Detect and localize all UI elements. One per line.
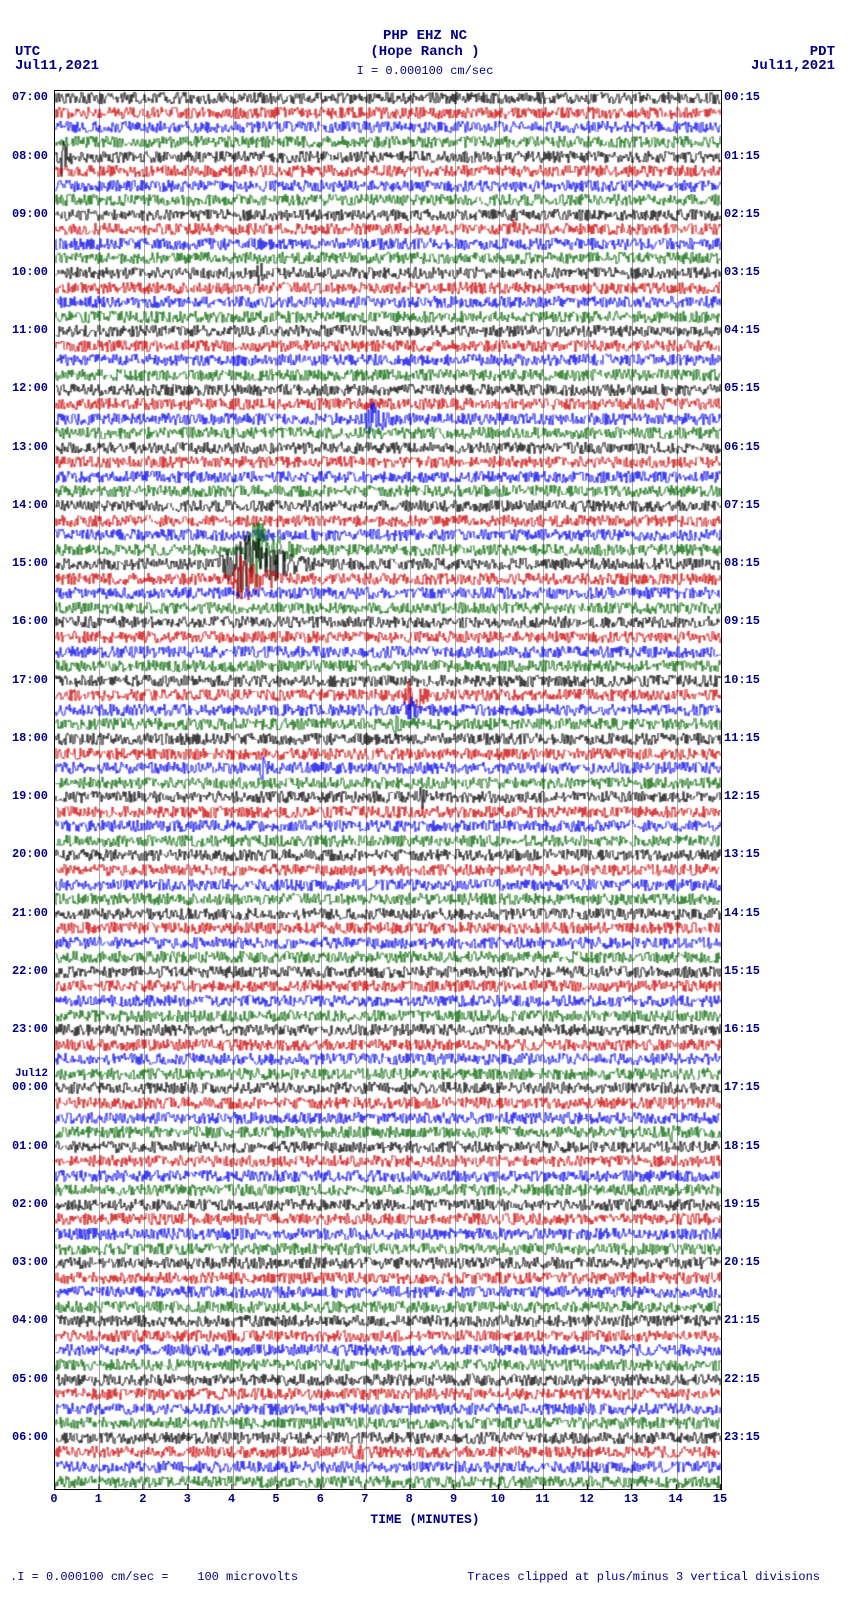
- utc-time-label: 13:00: [12, 440, 48, 454]
- pdt-time-label: 08:15: [724, 556, 760, 570]
- utc-time-label: 17:00: [12, 673, 48, 687]
- utc-time-label: 00:00: [12, 1080, 48, 1094]
- utc-time-label: 11:00: [12, 323, 48, 337]
- x-tick: 7: [361, 1492, 368, 1506]
- pdt-time-label: 02:15: [724, 207, 760, 221]
- pdt-time-label: 05:15: [724, 381, 760, 395]
- midnight-date-label: Jul12: [15, 1068, 48, 1080]
- pdt-time-label: 23:15: [724, 1430, 760, 1444]
- utc-time-label: 22:00: [12, 964, 48, 978]
- x-tick: 0: [50, 1492, 57, 1506]
- utc-time-label: 18:00: [12, 731, 48, 745]
- utc-time-label: 21:00: [12, 906, 48, 920]
- x-tick: 4: [228, 1492, 235, 1506]
- pdt-time-label: 17:15: [724, 1080, 760, 1094]
- pdt-time-label: 04:15: [724, 323, 760, 337]
- utc-time-label: 02:00: [12, 1197, 48, 1211]
- x-tick: 2: [139, 1492, 146, 1506]
- utc-time-label: 23:00: [12, 1022, 48, 1036]
- pdt-time-label: 18:15: [724, 1139, 760, 1153]
- x-tick: 9: [450, 1492, 457, 1506]
- utc-time-label: 01:00: [12, 1139, 48, 1153]
- utc-time-label: 15:00: [12, 556, 48, 570]
- x-tick: 14: [668, 1492, 682, 1506]
- pdt-time-label: 01:15: [724, 149, 760, 163]
- utc-time-label: 10:00: [12, 265, 48, 279]
- pdt-time-label: 03:15: [724, 265, 760, 279]
- footer-microvolts: 100 microvolts: [197, 1570, 298, 1584]
- x-tick: 1: [95, 1492, 102, 1506]
- station-title: PHP EHZ NC: [0, 28, 850, 44]
- utc-time-label: 07:00: [12, 90, 48, 104]
- footer-scale-text: = 0.000100 cm/sec =: [32, 1570, 169, 1584]
- utc-time-label: 05:00: [12, 1372, 48, 1386]
- utc-time-label: 06:00: [12, 1430, 48, 1444]
- x-tick: 10: [491, 1492, 505, 1506]
- utc-time-label: 09:00: [12, 207, 48, 221]
- pdt-time-label: 00:15: [724, 90, 760, 104]
- footer-clip-note: Traces clipped at plus/minus 3 vertical …: [467, 1570, 820, 1584]
- pdt-time-label: 20:15: [724, 1255, 760, 1269]
- pdt-time-label: 10:15: [724, 673, 760, 687]
- utc-time-label: 20:00: [12, 847, 48, 861]
- pdt-time-label: 15:15: [724, 964, 760, 978]
- pdt-time-label: 11:15: [724, 731, 760, 745]
- utc-time-label: 16:00: [12, 614, 48, 628]
- utc-time-label: 12:00: [12, 381, 48, 395]
- utc-time-label: 03:00: [12, 1255, 48, 1269]
- x-tick: 3: [184, 1492, 191, 1506]
- seismogram-plot: [54, 90, 722, 1490]
- utc-time-label: 14:00: [12, 498, 48, 512]
- x-axis-label: TIME (MINUTES): [0, 1512, 850, 1527]
- x-tick: 11: [535, 1492, 549, 1506]
- x-tick: 6: [317, 1492, 324, 1506]
- footer-scale: .I = 0.000100 cm/sec = 100 microvolts: [10, 1570, 298, 1584]
- pdt-time-label: 07:15: [724, 498, 760, 512]
- x-tick: 13: [624, 1492, 638, 1506]
- utc-time-label: 19:00: [12, 789, 48, 803]
- date-right: Jul11,2021: [751, 58, 835, 74]
- pdt-time-label: 21:15: [724, 1313, 760, 1327]
- utc-time-label: 04:00: [12, 1313, 48, 1327]
- pdt-time-label: 22:15: [724, 1372, 760, 1386]
- x-tick: 8: [406, 1492, 413, 1506]
- seismogram-container: PHP EHZ NC (Hope Ranch ) I = 0.000100 cm…: [0, 0, 850, 1613]
- pdt-time-label: 09:15: [724, 614, 760, 628]
- x-tick: 15: [713, 1492, 727, 1506]
- pdt-time-label: 14:15: [724, 906, 760, 920]
- footer-scale-icon: .I: [10, 1570, 32, 1584]
- pdt-time-label: 16:15: [724, 1022, 760, 1036]
- pdt-time-label: 12:15: [724, 789, 760, 803]
- x-tick: 12: [580, 1492, 594, 1506]
- pdt-time-label: 13:15: [724, 847, 760, 861]
- utc-time-label: 08:00: [12, 149, 48, 163]
- x-tick: 5: [272, 1492, 279, 1506]
- pdt-time-label: 19:15: [724, 1197, 760, 1211]
- pdt-time-label: 06:15: [724, 440, 760, 454]
